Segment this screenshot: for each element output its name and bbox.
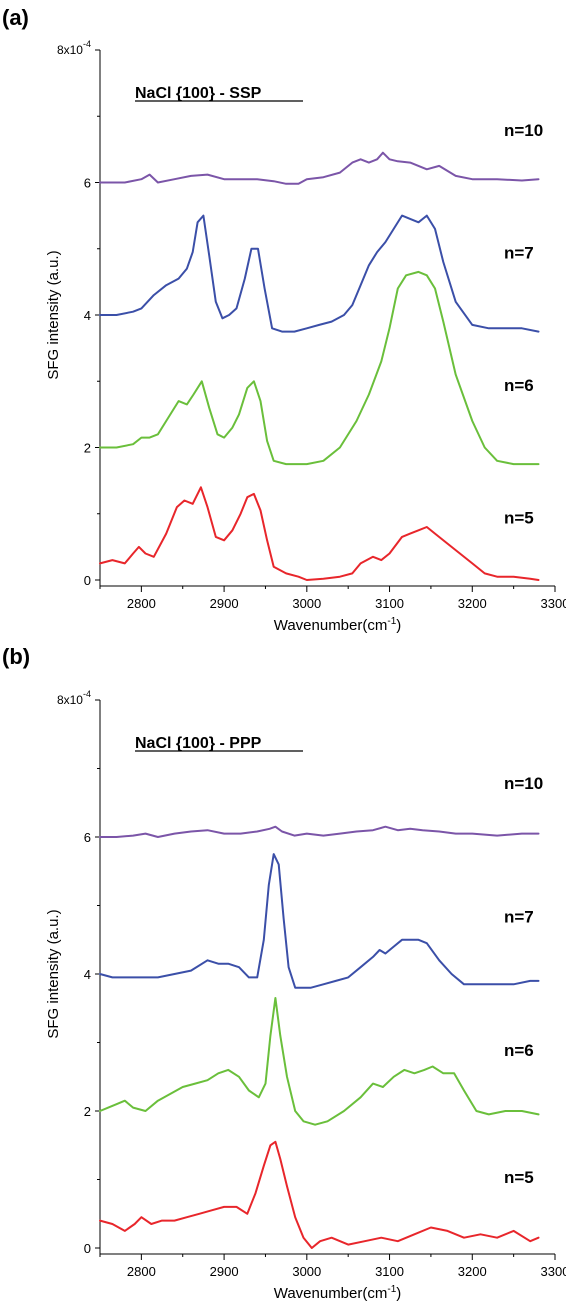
x-tick-label: 3200 [458, 596, 487, 611]
panel-b: (b) 0 2 4 6 8x10-4 2800 2900 3000 3100 3200 3300 Wav… [2, 644, 566, 1302]
y-tick-label: 6 [84, 176, 91, 191]
panel-a: (a) 0 2 4 6 8x10-4 2800 2900 3000 3100 3200 3300 Wav… [2, 5, 566, 634]
y-tick-label: 4 [84, 308, 91, 323]
chart-title: NaCl {100} - PPP [135, 735, 262, 752]
y-tick-label: 6 [84, 830, 91, 845]
series-line-n=7 [99, 214, 540, 333]
series-label-n=6: n=6 [504, 1041, 534, 1060]
panel-label: (b) [2, 644, 30, 669]
y-multiplier-label: 8x10-4 [57, 39, 91, 57]
series-line-n=6 [99, 270, 540, 466]
series-line-n=7 [99, 853, 540, 989]
y-axis-label: SFG intensity (a.u.) [45, 909, 62, 1038]
series-line-n=5 [99, 1140, 540, 1249]
y-axis-label: SFG intensity (a.u.) [45, 250, 62, 379]
x-tick-label: 3300 [541, 596, 566, 611]
x-axis-label: Wavenumber(cm-1) [274, 1284, 402, 1302]
y-multiplier-label: 8x10-4 [57, 689, 91, 707]
series-label-n=7: n=7 [504, 908, 534, 927]
series-label-n=6: n=6 [504, 376, 534, 395]
y-tick-label: 2 [84, 1104, 91, 1119]
panel-label: (a) [2, 5, 29, 30]
chart-title: NaCl {100} - SSP [135, 85, 262, 102]
series-label-n=5: n=5 [504, 1168, 534, 1187]
x-tick-label: 3200 [458, 1264, 487, 1279]
series-label-n=5: n=5 [504, 509, 534, 528]
y-tick-label: 2 [84, 441, 91, 456]
y-tick-label: 0 [84, 1241, 91, 1256]
x-tick-label: 2800 [127, 596, 156, 611]
series-line-n=10 [99, 151, 540, 185]
series-line-n=5 [99, 486, 540, 581]
series-label-n=10: n=10 [504, 121, 543, 140]
x-tick-label: 2900 [210, 596, 239, 611]
series-label-n=7: n=7 [504, 244, 534, 263]
y-tick-label: 0 [84, 573, 91, 588]
x-tick-label: 3300 [541, 1264, 566, 1279]
x-tick-label: 3100 [375, 1264, 404, 1279]
y-tick-label: 4 [84, 967, 91, 982]
x-tick-label: 2800 [127, 1264, 156, 1279]
x-tick-label: 3100 [375, 596, 404, 611]
series-line-n=10 [99, 825, 540, 838]
x-axis-label: Wavenumber(cm-1) [274, 616, 402, 634]
series-label-n=10: n=10 [504, 774, 543, 793]
x-tick-label: 3000 [292, 596, 321, 611]
x-tick-label: 2900 [210, 1264, 239, 1279]
x-tick-label: 3000 [292, 1264, 321, 1279]
series-line-n=6 [99, 997, 540, 1126]
